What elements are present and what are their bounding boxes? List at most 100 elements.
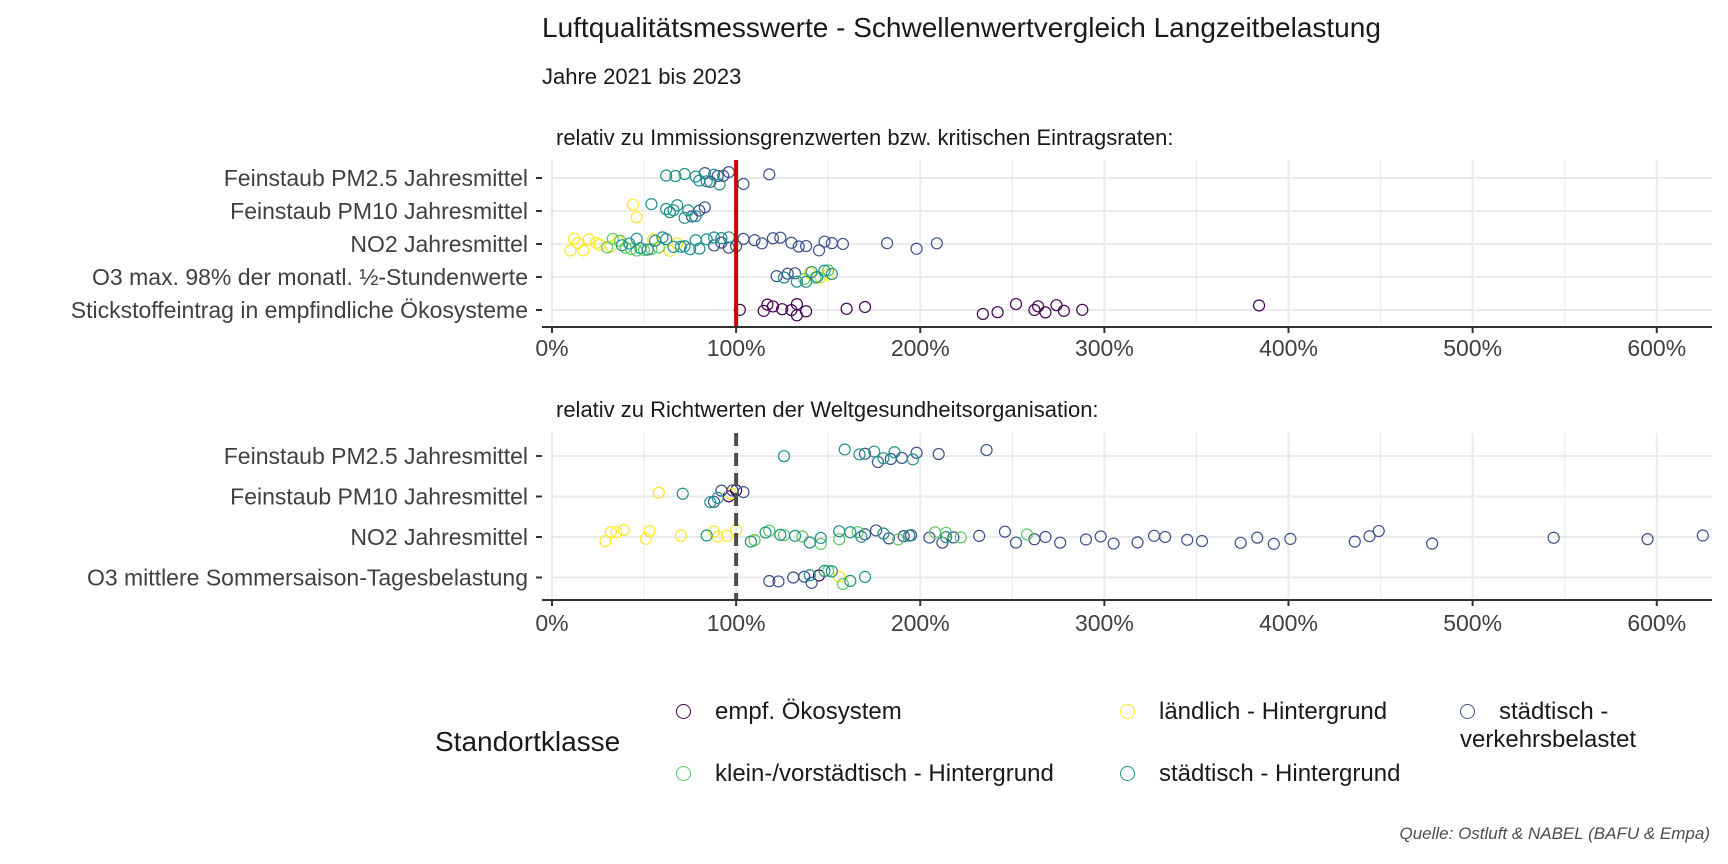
panel2-point-staedtisch [803, 569, 816, 582]
panel2-point-staedtisch [906, 453, 919, 466]
panel2-title: relativ zu Richtwerten der Weltgesundhei… [556, 397, 1099, 422]
panel1-point-staedtisch [825, 267, 838, 281]
panel1-category-label: Stickstoffeintrag in empfindliche Ökosys… [71, 297, 528, 323]
panel1-point-laendlich [671, 237, 684, 250]
panel2-point-verkehr [1181, 533, 1194, 546]
panel2-point-verkehr [772, 575, 785, 588]
legend-label-klein: klein-/vorstädtisch - Hintergrund [715, 760, 1054, 787]
panel2-point-staedtisch [877, 527, 890, 540]
panel2-point-verkehr [1039, 530, 1052, 544]
panel1-point-staedtisch [722, 231, 735, 244]
panel1-point-staedtisch [713, 178, 726, 191]
panel1-xtick-label: 100% [707, 335, 766, 361]
panel2-point-verkehr [1054, 536, 1067, 549]
panel2-point-staedtisch [803, 536, 816, 549]
panel1-point-staedtisch [790, 275, 803, 288]
panel1-point-empf [1039, 306, 1052, 319]
panel1-point-staedtisch [641, 243, 654, 256]
panel2-category-label: Feinstaub PM2.5 Jahresmittel [224, 443, 528, 469]
panel1-point-laendlich [626, 198, 640, 211]
panel1-point-staedtisch [799, 275, 813, 288]
panel2-xtick-label: 100% [707, 610, 766, 636]
source-note: Quelle: Ostluft & NABEL (BAFU & Empa) [1399, 824, 1710, 843]
panel2-point-verkehr [737, 486, 750, 499]
panel1-point-staedtisch [615, 239, 629, 252]
panel1-point-staedtisch [693, 242, 706, 255]
panel1-point-klein [601, 241, 614, 254]
panel2-point-verkehr [1131, 536, 1144, 549]
panel1-xtick-label: 600% [1627, 335, 1686, 361]
panel1-point-empf [1057, 304, 1070, 317]
panel1-point-klein [619, 241, 632, 254]
panel2-point-laendlich [604, 525, 618, 539]
legend-symbol-empf [676, 703, 691, 719]
panel2-point-klein [796, 530, 809, 543]
legend-title: Standortklasse [435, 726, 621, 757]
panel1-point-staedtisch [682, 204, 695, 217]
panel2-point-klein [939, 526, 953, 539]
panel2-point-verkehr [1147, 529, 1161, 542]
panel2-point-verkehr [869, 524, 883, 537]
panel2-point-klein [1020, 528, 1034, 541]
panel2-point-staedtisch [855, 530, 868, 543]
panel1-point-verkehr [836, 237, 850, 251]
panel2-point-verkehr [1094, 530, 1107, 543]
panel1-xtick-label: 0% [535, 335, 568, 361]
legend-symbol-klein [676, 765, 691, 781]
panel2-point-laendlich [652, 486, 665, 499]
panel1-point-verkehr [910, 242, 923, 255]
panel1-category-label: O3 max. 98% der monatl. ½-Stundenwerte [92, 264, 528, 290]
panel2-point-verkehr [1234, 536, 1247, 549]
panel1-point-staedtisch [660, 202, 673, 216]
panel2-xtick-label: 500% [1443, 610, 1502, 636]
panel1-point-verkehr [881, 237, 894, 250]
panel2-point-staedtisch [939, 531, 953, 544]
panel1-point-empf [1076, 303, 1089, 316]
panel1-point-staedtisch [689, 210, 702, 223]
chart-subtitle: Jahre 2021 bis 2023 [542, 64, 742, 89]
panel2-point-verkehr [1372, 524, 1385, 538]
panel2-point-verkehr [1696, 529, 1709, 542]
panel1-xtick-label: 500% [1443, 335, 1502, 361]
panel1-point-staedtisch [669, 169, 682, 183]
panel1-point-empf [1009, 297, 1023, 311]
panel2-point-staedtisch [700, 529, 713, 542]
panel1-point-verkehr [930, 237, 943, 250]
panel1-category-label: NO2 Jahresmittel [350, 231, 528, 257]
panel2-xtick-label: 600% [1627, 610, 1686, 636]
panel2-point-verkehr [1363, 530, 1376, 543]
panel1-point-staedtisch [689, 170, 702, 183]
panel1-point-staedtisch [707, 231, 721, 244]
panel2-point-verkehr [998, 525, 1012, 538]
panel2-point-staedtisch [788, 529, 802, 542]
panel1-point-verkehr [785, 236, 798, 249]
panel1-point-empf [858, 300, 872, 314]
panel2-point-verkehr [1641, 533, 1654, 546]
panel1-point-staedtisch [777, 271, 791, 284]
panel2-point-verkehr [980, 443, 993, 457]
panel1-point-empf [1031, 300, 1045, 313]
panel2-point-verkehr [932, 447, 945, 461]
panel1-point-staedtisch [671, 199, 684, 212]
panel2-point-klein [892, 533, 905, 546]
panel2-point-staedtisch [814, 531, 827, 545]
panel2-point-staedtisch [676, 487, 689, 500]
panel2-point-klein [822, 564, 835, 577]
panel1-point-laendlich [582, 233, 595, 246]
panel2-point-verkehr [858, 447, 872, 460]
panel2-point-verkehr [805, 576, 818, 589]
panel1-point-staedtisch [674, 240, 687, 253]
panel1-xtick-label: 400% [1259, 335, 1318, 361]
panel1-point-empf [991, 306, 1004, 319]
panel1-point-staedtisch [660, 169, 673, 182]
panel1-point-staedtisch [634, 242, 647, 255]
chart-title: Luftqualitätsmesswerte - Schwellenwertve… [542, 12, 1381, 43]
panel2-point-staedtisch [838, 443, 851, 456]
panel1-point-laendlich [564, 244, 577, 257]
panel2-point-staedtisch [825, 565, 838, 578]
panel2-point-staedtisch [711, 491, 724, 504]
panel2-point-verkehr [858, 528, 872, 541]
panel2-point-verkehr [1284, 532, 1297, 545]
panel2-category-label: Feinstaub PM10 Jahresmittel [230, 484, 528, 510]
panel2-point-staedtisch [858, 570, 872, 583]
